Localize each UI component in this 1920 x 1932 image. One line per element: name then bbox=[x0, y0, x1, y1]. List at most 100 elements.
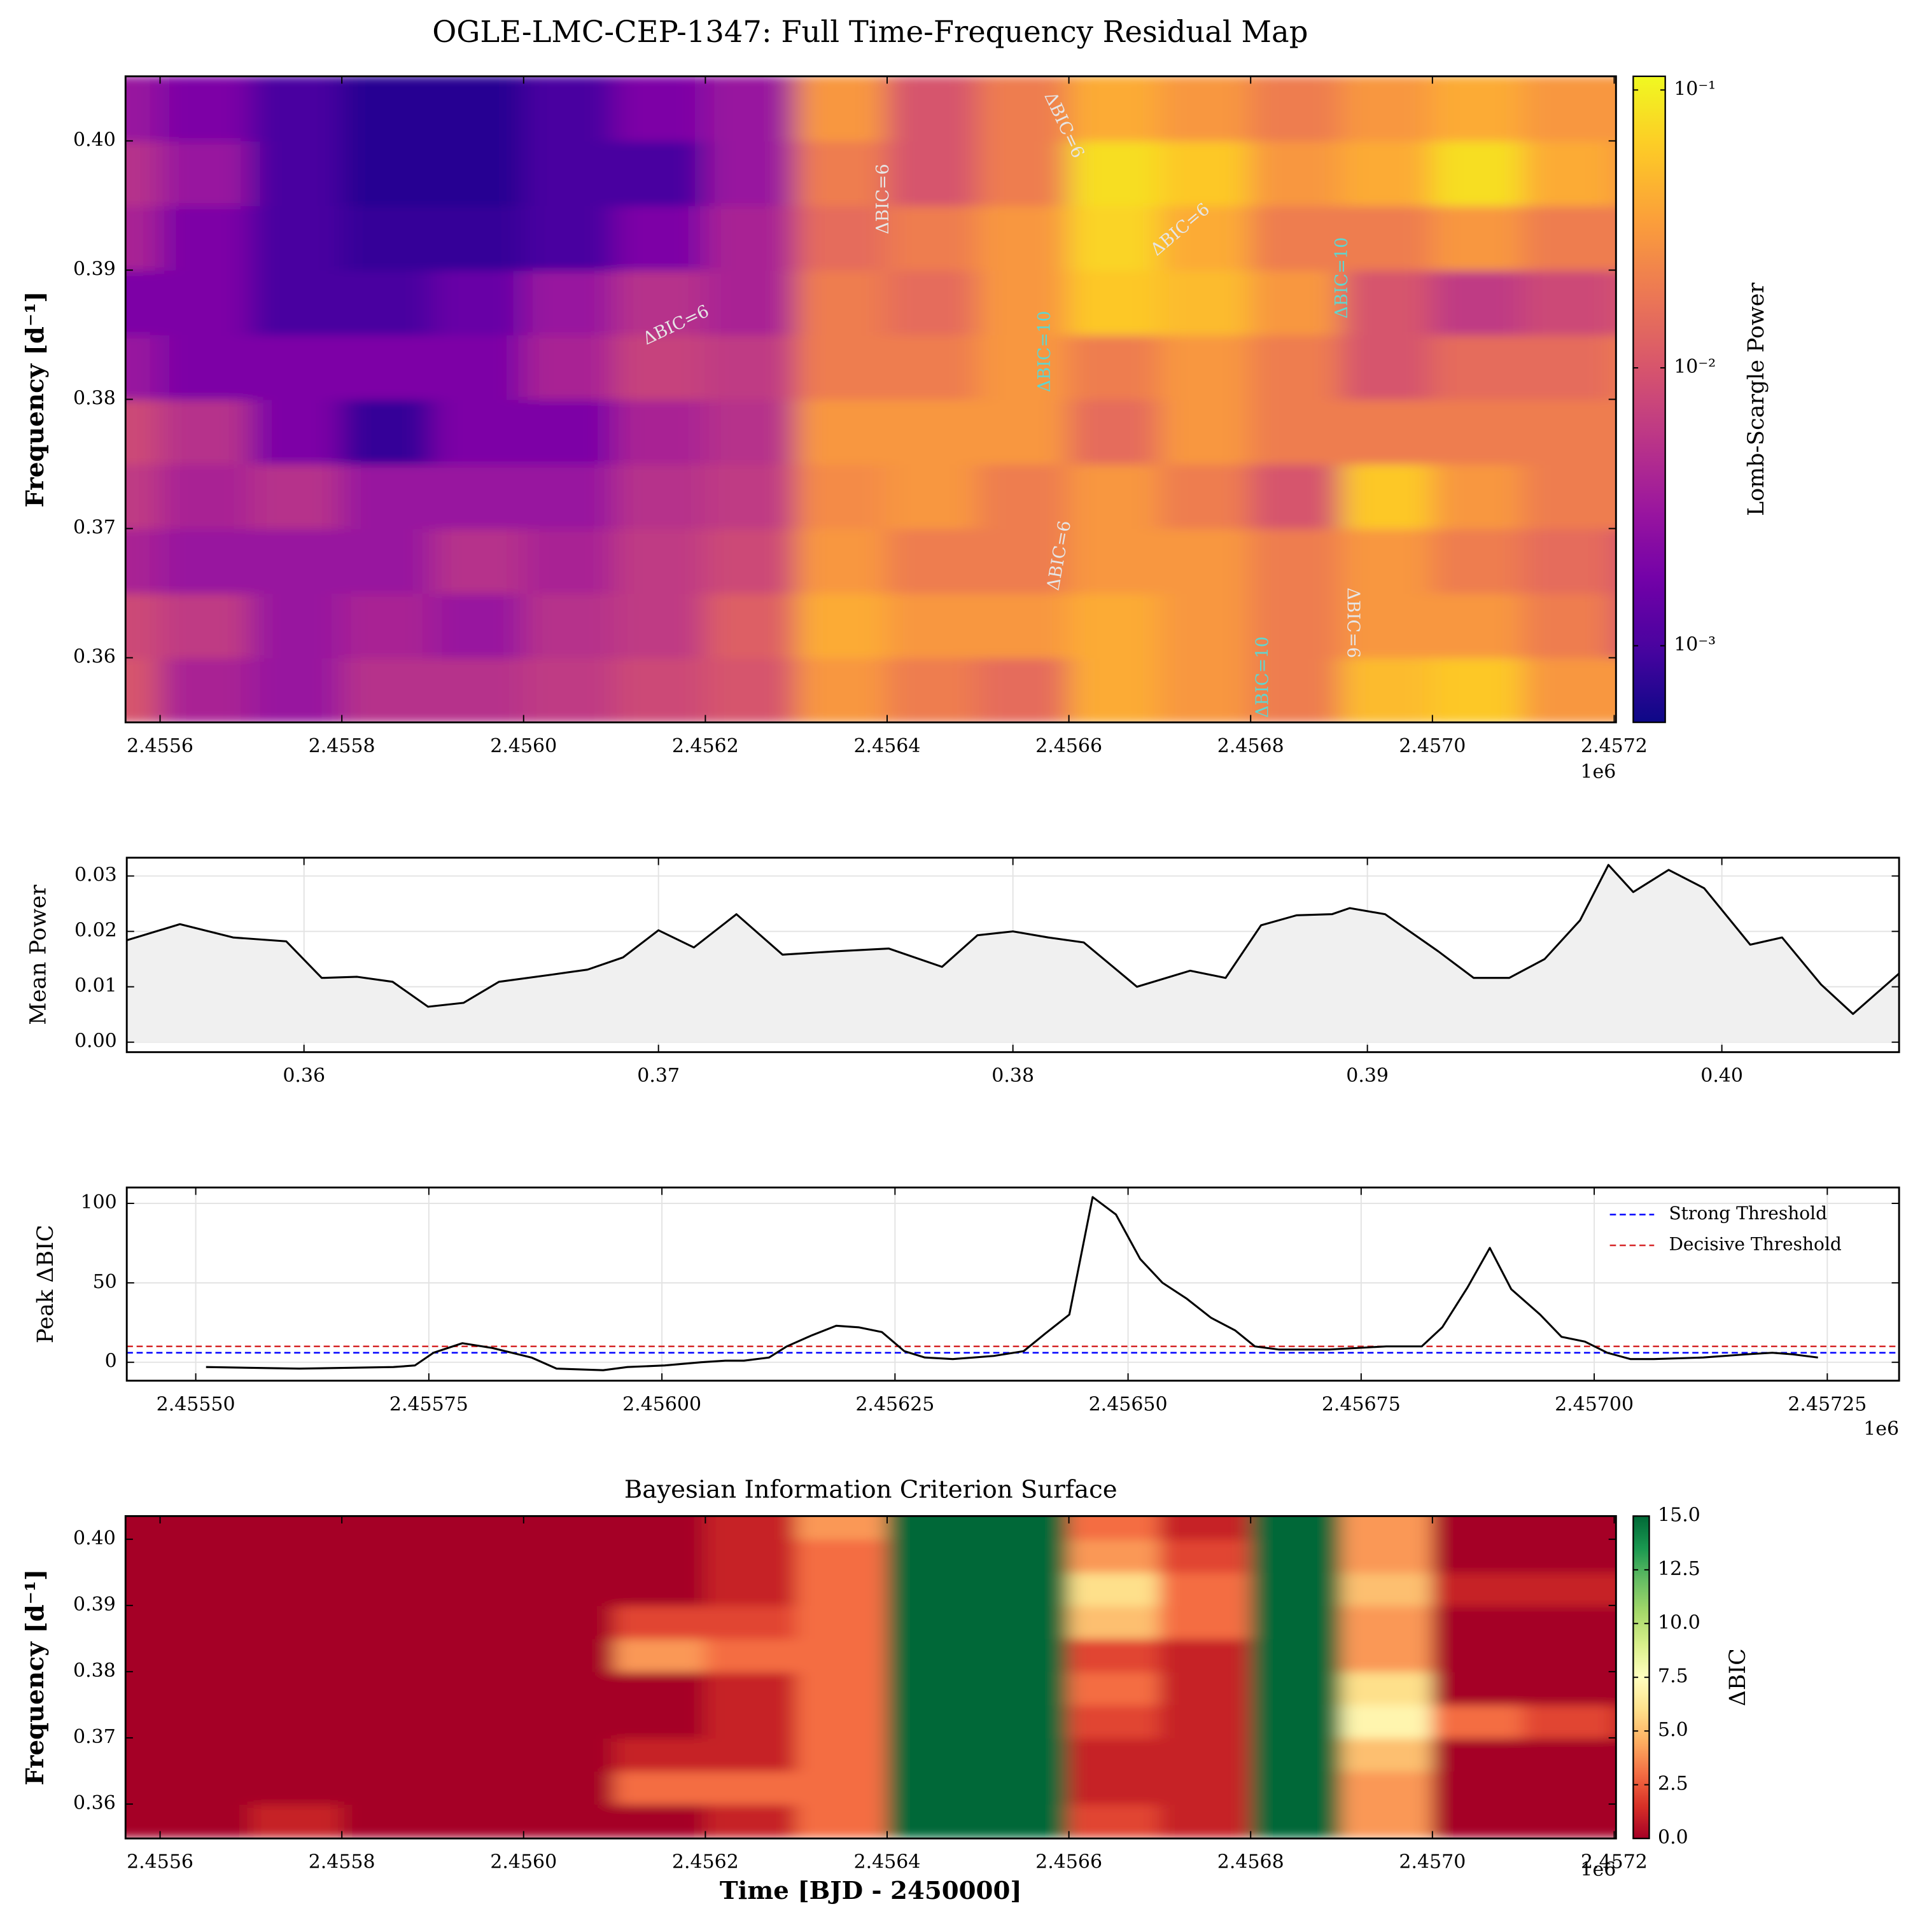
heatmap-cell bbox=[159, 76, 252, 142]
heatmap-cell bbox=[1159, 204, 1252, 271]
heatmap-cell bbox=[1068, 1737, 1161, 1772]
heatmap-cell bbox=[250, 1637, 343, 1672]
heatmap-cell bbox=[1431, 1571, 1524, 1606]
heatmap-cell bbox=[1341, 1538, 1433, 1573]
heatmap-cell bbox=[1159, 76, 1252, 142]
x-tick-label: 2.4562 bbox=[672, 1851, 739, 1873]
heatmap-cell bbox=[431, 1737, 524, 1772]
heatmap-cell bbox=[1613, 657, 1616, 723]
heatmap-cell bbox=[1341, 76, 1433, 142]
x-tick-label: 0.36 bbox=[283, 1065, 325, 1087]
colorbar-tick-label: 10⁻³ bbox=[1674, 634, 1716, 656]
heatmap-cell bbox=[795, 334, 888, 400]
colorbar-tick-label: 10⁻² bbox=[1674, 356, 1716, 378]
heatmap-cell bbox=[795, 1637, 888, 1672]
heatmap-cell bbox=[977, 1516, 1070, 1540]
heatmap bbox=[125, 1516, 1616, 1838]
heatmap-cells bbox=[125, 76, 1616, 723]
heatmap-cell bbox=[431, 1604, 524, 1639]
heatmap-cell bbox=[1159, 1704, 1252, 1739]
axes-frame bbox=[125, 1186, 1900, 1382]
heatmap-cell bbox=[125, 463, 161, 529]
colorbar-tick-label: 0.0 bbox=[1658, 1826, 1688, 1849]
x-tick-label: 2.4566 bbox=[1035, 1851, 1102, 1873]
heatmap-cell bbox=[159, 398, 252, 465]
heatmap-cell bbox=[1159, 1571, 1252, 1606]
heatmap-cell bbox=[1341, 1670, 1433, 1705]
heatmap-cell bbox=[159, 1737, 252, 1772]
heatmap-cell bbox=[522, 1637, 615, 1672]
heatmap-cell bbox=[1068, 140, 1161, 206]
heatmap-cell bbox=[159, 269, 252, 335]
heatmap-cell bbox=[795, 1770, 888, 1805]
heatmap-cell bbox=[125, 528, 161, 594]
heatmap-cell bbox=[795, 398, 888, 465]
heatmap-cell bbox=[250, 1670, 343, 1705]
heatmap-cell bbox=[1250, 1803, 1342, 1838]
heatmap-cell bbox=[522, 1803, 615, 1838]
heatmap-cell bbox=[977, 657, 1070, 723]
heatmap-cell bbox=[125, 76, 161, 142]
heatmap-cell bbox=[125, 1571, 161, 1606]
heatmap-cell bbox=[1159, 1604, 1252, 1639]
x-tick-label: 2.45575 bbox=[389, 1393, 468, 1415]
x-tick-label: 2.4560 bbox=[490, 1851, 557, 1873]
heatmap-cell bbox=[159, 1670, 252, 1705]
heatmap-cell bbox=[1613, 204, 1616, 271]
heatmap-cell bbox=[1341, 592, 1433, 659]
x-tick-label: 2.4560 bbox=[490, 735, 557, 757]
heatmap-cell bbox=[522, 1516, 615, 1540]
heatmap-cell bbox=[250, 76, 343, 142]
heatmap-cell bbox=[159, 592, 252, 659]
x-offset-label: 1e6 bbox=[1863, 1418, 1899, 1440]
y-tick-label: 50 bbox=[93, 1271, 117, 1293]
heatmap-cell bbox=[795, 204, 888, 271]
x-tick-label: 2.4568 bbox=[1217, 735, 1284, 757]
heatmap-cell bbox=[1068, 592, 1161, 659]
heatmap-cell bbox=[1613, 269, 1616, 335]
heatmap-cell bbox=[1341, 463, 1433, 529]
heatmap-cell bbox=[159, 334, 252, 400]
area bbox=[127, 865, 1900, 1042]
heatmap-cell bbox=[886, 1516, 979, 1540]
heatmap-cell bbox=[886, 334, 979, 400]
heatmap-cell bbox=[431, 657, 524, 723]
heatmap-cell bbox=[886, 1538, 979, 1573]
heatmap-cell bbox=[1159, 398, 1252, 465]
heatmap-cell bbox=[613, 76, 706, 142]
plot-area bbox=[127, 1196, 1900, 1371]
heatmap-cell bbox=[613, 1637, 706, 1672]
heatmap-cell bbox=[704, 76, 797, 142]
y-tick-label: 0.39 bbox=[73, 1593, 116, 1616]
legend: Strong Threshold Decisive Threshold bbox=[1609, 1203, 1842, 1254]
heatmap-cell bbox=[613, 1704, 706, 1739]
heatmap-cell bbox=[1341, 334, 1433, 400]
heatmap-cell bbox=[341, 140, 433, 206]
heatmap-cell bbox=[613, 1604, 706, 1639]
heatmap-cell bbox=[795, 76, 888, 142]
heatmap-cell bbox=[977, 1737, 1070, 1772]
heatmap-cell bbox=[125, 1538, 161, 1573]
x-tick-label: 2.4570 bbox=[1399, 1851, 1466, 1873]
y-tick-label: 0.37 bbox=[73, 1726, 116, 1748]
heatmap-cell bbox=[250, 1803, 343, 1838]
heatmap-cell bbox=[341, 334, 433, 400]
heatmap-cell bbox=[1159, 592, 1252, 659]
heatmap-cell bbox=[1250, 1538, 1342, 1573]
heatmap-cell bbox=[1068, 1538, 1161, 1573]
heatmap-cell bbox=[613, 140, 706, 206]
heatmap-cell bbox=[341, 463, 433, 529]
heatmap-cell bbox=[1250, 76, 1342, 142]
heatmap-cell bbox=[341, 1538, 433, 1573]
x-axis-label: Time [BJD - 2450000] bbox=[720, 1877, 1022, 1905]
heatmap-cell bbox=[522, 528, 615, 594]
heatmap-cell bbox=[431, 1538, 524, 1573]
heatmap-cell bbox=[1159, 1516, 1252, 1540]
heatmap-cell bbox=[613, 1516, 706, 1540]
heatmap-cell bbox=[886, 204, 979, 271]
heatmap-cell bbox=[977, 1637, 1070, 1672]
y-tick-label: 0.02 bbox=[74, 920, 117, 942]
x-tick-label: 2.4558 bbox=[309, 735, 375, 757]
heatmap-cell bbox=[1068, 1704, 1161, 1739]
x-offset-label: 1e6 bbox=[1580, 1858, 1616, 1880]
